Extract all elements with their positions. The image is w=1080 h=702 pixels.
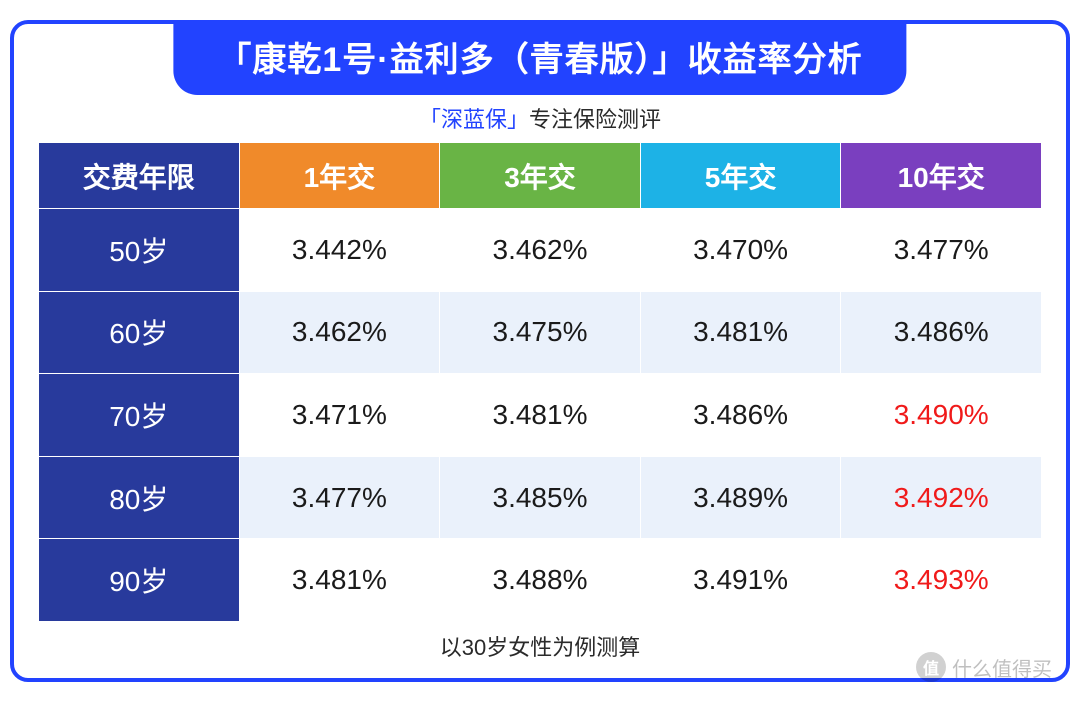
table-row: 80岁3.477%3.485%3.489%3.492% xyxy=(39,456,1042,539)
table-row: 60岁3.462%3.475%3.481%3.486% xyxy=(39,291,1042,374)
rate-cell: 3.489% xyxy=(640,456,841,539)
footnote: 以30岁女性为例测算 xyxy=(14,630,1066,662)
rate-cell: 3.481% xyxy=(640,291,841,374)
rate-cell: 3.477% xyxy=(239,456,440,539)
rate-cell: 3.488% xyxy=(440,539,641,622)
col-header: 1年交 xyxy=(239,143,440,209)
col-header: 5年交 xyxy=(640,143,841,209)
table-row: 90岁3.481%3.488%3.491%3.493% xyxy=(39,539,1042,622)
table-row: 50岁3.442%3.462%3.470%3.477% xyxy=(39,209,1042,292)
subtitle-brand: 「深蓝保」 xyxy=(419,107,529,132)
row-label: 90岁 xyxy=(39,539,240,622)
rate-cell: 3.462% xyxy=(239,291,440,374)
rate-cell: 3.493% xyxy=(841,539,1042,622)
rate-table: 交费年限1年交3年交5年交10年交 50岁3.442%3.462%3.470%3… xyxy=(38,142,1042,622)
row-label: 50岁 xyxy=(39,209,240,292)
rate-cell: 3.492% xyxy=(841,456,1042,539)
rate-cell: 3.486% xyxy=(640,374,841,457)
rate-cell: 3.471% xyxy=(239,374,440,457)
col-header: 3年交 xyxy=(440,143,641,209)
rate-cell: 3.470% xyxy=(640,209,841,292)
col-header-rowlabel: 交费年限 xyxy=(39,143,240,209)
table-row: 70岁3.471%3.481%3.486%3.490% xyxy=(39,374,1042,457)
rate-cell: 3.481% xyxy=(440,374,641,457)
row-label: 80岁 xyxy=(39,456,240,539)
rate-cell: 3.477% xyxy=(841,209,1042,292)
watermark-corner: 值 什么值得买 xyxy=(916,652,1052,682)
rate-cell: 3.475% xyxy=(440,291,641,374)
rate-cell: 3.462% xyxy=(440,209,641,292)
watermark-corner-text: 什么值得买 xyxy=(952,653,1052,682)
col-header: 10年交 xyxy=(841,143,1042,209)
rate-cell: 3.491% xyxy=(640,539,841,622)
watermark-badge-icon: 值 xyxy=(916,652,946,682)
title-pill: 「康乾1号·益利多（青春版）」收益率分析 xyxy=(173,20,906,95)
row-label: 60岁 xyxy=(39,291,240,374)
rate-cell: 3.490% xyxy=(841,374,1042,457)
rate-table-wrap: 交费年限1年交3年交5年交10年交 50岁3.442%3.462%3.470%3… xyxy=(38,142,1042,622)
rate-cell: 3.481% xyxy=(239,539,440,622)
rate-cell: 3.485% xyxy=(440,456,641,539)
rate-cell: 3.442% xyxy=(239,209,440,292)
subtitle: 「深蓝保」专注保险测评 xyxy=(14,102,1066,134)
table-body: 50岁3.442%3.462%3.470%3.477%60岁3.462%3.47… xyxy=(39,209,1042,622)
row-label: 70岁 xyxy=(39,374,240,457)
rate-cell: 3.486% xyxy=(841,291,1042,374)
subtitle-rest: 专注保险测评 xyxy=(529,107,661,132)
card-frame: 「康乾1号·益利多（青春版）」收益率分析 「深蓝保」专注保险测评 深蓝保 交费年… xyxy=(10,20,1070,682)
table-header-row: 交费年限1年交3年交5年交10年交 xyxy=(39,143,1042,209)
